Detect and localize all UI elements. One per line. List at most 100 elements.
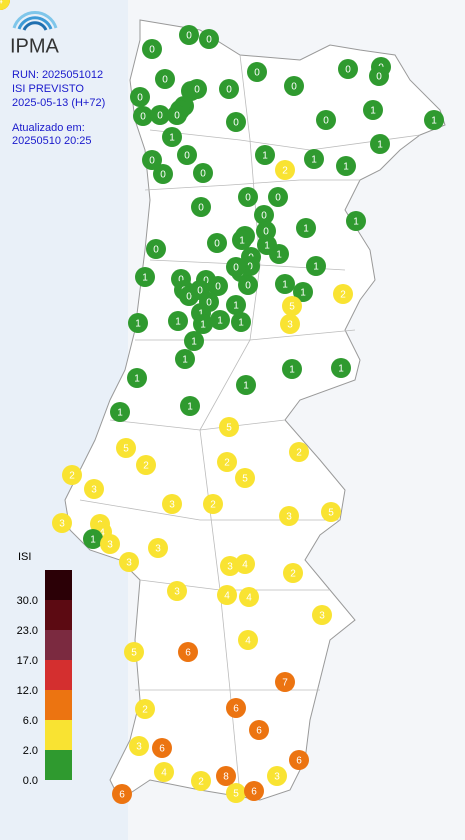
logo (12, 11, 58, 31)
station-marker (167, 581, 187, 601)
station-value: 2 (340, 290, 346, 301)
station-value: 1 (313, 262, 319, 273)
station-value: 3 (227, 562, 233, 573)
station-value: 1 (370, 106, 376, 117)
station-value: 0 (149, 156, 155, 167)
station-marker (279, 506, 299, 526)
forecast: 2025-05-13 (H+72) (12, 97, 105, 109)
station-value: 0 (247, 262, 253, 273)
station-marker (129, 736, 149, 756)
station-marker (238, 630, 258, 650)
station-marker (424, 110, 444, 130)
station-value: 7 (282, 678, 288, 689)
station-marker (219, 79, 239, 99)
station-marker (217, 585, 237, 605)
station-marker (153, 164, 173, 184)
station-marker (187, 79, 207, 99)
station-marker (284, 76, 304, 96)
station-value: 0 (233, 118, 239, 129)
station-value: 2 (210, 500, 216, 511)
station-value: 1 (243, 381, 249, 392)
station-marker (255, 145, 275, 165)
station-value: 0 (162, 75, 168, 86)
station-value: 0 (197, 286, 203, 297)
station-value: 1 (282, 280, 288, 291)
station-value: 2 (296, 448, 302, 459)
station-value: 6 (185, 648, 191, 659)
station-marker (226, 698, 246, 718)
station-marker (177, 145, 197, 165)
station-value: 0 (254, 68, 260, 79)
station-value: 3 (174, 587, 180, 598)
legend-tick-label: 6.0 (23, 715, 38, 727)
station-value: 1 (303, 224, 309, 235)
station-marker (184, 331, 204, 351)
station-value: 0 (160, 170, 166, 181)
station-value: 2 (290, 569, 296, 580)
station-value: 4 (246, 593, 252, 604)
station-marker (180, 396, 200, 416)
station-marker (203, 494, 223, 514)
station-value: 1 (187, 402, 193, 413)
station-value: 0 (206, 35, 212, 46)
station-marker (175, 349, 195, 369)
station-marker (236, 375, 256, 395)
station-value: 1 (262, 151, 268, 162)
station-value: 6 (159, 744, 165, 755)
station-marker (231, 312, 251, 332)
station-value: 0 (245, 193, 251, 204)
station-marker (0, 0, 10, 10)
station-value: 1 (200, 320, 206, 331)
legend-tick-label: 23.0 (17, 625, 38, 637)
station-value: 3 (286, 512, 292, 523)
station-marker (193, 163, 213, 183)
station-value: 2 (143, 461, 149, 472)
station-value: 3 (126, 558, 132, 569)
station-marker (133, 106, 153, 126)
station-value: 0 (345, 65, 351, 76)
station-value: 3 (319, 611, 325, 622)
station-value: 1 (289, 365, 295, 376)
station-marker (136, 455, 156, 475)
updated: 20250510 20:25 (12, 135, 92, 147)
station-marker (116, 438, 136, 458)
station-marker (135, 699, 155, 719)
station-marker (239, 587, 259, 607)
station-marker (235, 468, 255, 488)
stations: 0000000000000000001011110000012100000110… (0, 0, 444, 804)
station-value: 1 (238, 318, 244, 329)
station-marker (168, 311, 188, 331)
station-value: 0 (323, 116, 329, 127)
legend-title: ISI (18, 551, 31, 563)
station-value: 1 (377, 140, 383, 151)
station-value: 5 (226, 423, 232, 434)
station-value: 0 (291, 82, 297, 93)
station-value: 0 (186, 292, 192, 303)
station-value: 4 (242, 560, 248, 571)
station-marker (150, 105, 170, 125)
station-value: 3 (136, 742, 142, 753)
station-value: 5 (131, 648, 137, 659)
station-marker (127, 368, 147, 388)
station-marker (219, 417, 239, 437)
station-value: 4 (224, 591, 230, 602)
station-marker (249, 720, 269, 740)
station-value: 0 (261, 211, 267, 222)
station-marker (130, 87, 150, 107)
station-marker (112, 784, 132, 804)
station-marker (152, 738, 172, 758)
station-value: 1 (353, 217, 359, 228)
station-marker (142, 150, 162, 170)
station-marker (232, 230, 252, 250)
station-marker (220, 556, 240, 576)
legend-swatch (45, 600, 72, 630)
station-marker (363, 100, 383, 120)
station-marker (238, 275, 258, 295)
station-value: 4 (0, 0, 3, 7)
station-marker (62, 465, 82, 485)
station-value: 2 (224, 458, 230, 469)
station-value: 3 (287, 320, 293, 331)
station-value: 0 (206, 298, 212, 309)
station-value: 1 (175, 317, 181, 328)
station-value: 2 (142, 705, 148, 716)
